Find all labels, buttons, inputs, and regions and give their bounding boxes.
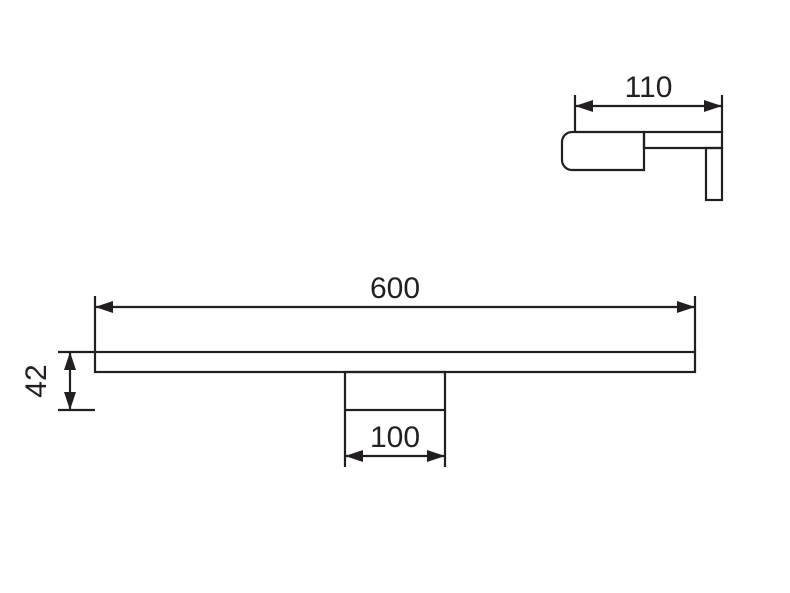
dim-600-label: 600	[370, 272, 420, 305]
dim-42: 42	[20, 352, 95, 410]
dim-110-label: 110	[625, 71, 673, 104]
dim-600: 600	[95, 272, 695, 352]
dim-42-label: 42	[20, 364, 53, 397]
technical-drawing: 600 100 110 42	[0, 0, 790, 593]
dim-100: 100	[345, 410, 445, 467]
dim-100-label: 100	[370, 421, 420, 454]
dim-110: 110	[575, 71, 722, 132]
